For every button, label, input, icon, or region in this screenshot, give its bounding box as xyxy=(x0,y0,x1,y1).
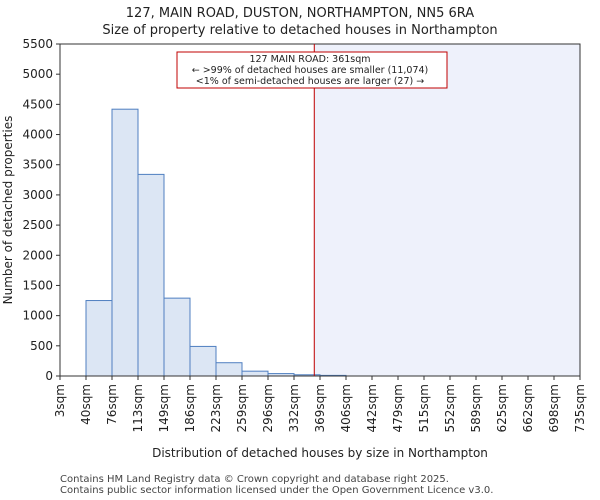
y-tick-label: 2500 xyxy=(22,218,53,232)
annotation-line: ← >99% of detached houses are smaller (1… xyxy=(192,65,429,76)
x-tick-label: 552sqm xyxy=(443,384,457,432)
y-tick-label: 4000 xyxy=(22,128,53,142)
x-tick-label: 223sqm xyxy=(209,384,223,432)
histogram-bar xyxy=(215,362,243,377)
x-tick-label: 76sqm xyxy=(105,384,119,425)
x-tick-label: 698sqm xyxy=(547,384,561,432)
x-tick-label: 662sqm xyxy=(521,384,535,432)
larger-region-shade xyxy=(314,44,580,376)
y-tick-label: 2000 xyxy=(22,248,53,262)
y-tick-label: 4500 xyxy=(22,97,53,111)
x-tick-label: 113sqm xyxy=(131,384,145,432)
x-tick-label: 149sqm xyxy=(157,384,171,432)
y-axis-label: Number of detached properties xyxy=(1,116,15,305)
histogram-bar xyxy=(137,173,165,377)
x-tick-label: 479sqm xyxy=(391,384,405,432)
x-tick-label: 3sqm xyxy=(53,384,67,417)
footer-line-1: Contains HM Land Registry data © Crown c… xyxy=(60,474,449,485)
annotation-line: <1% of semi-detached houses are larger (… xyxy=(196,76,424,87)
chart-subtitle: Size of property relative to detached ho… xyxy=(102,23,498,38)
y-tick-label: 1500 xyxy=(22,278,53,292)
y-tick-label: 3000 xyxy=(22,188,53,202)
x-tick-label: 332sqm xyxy=(287,384,301,432)
x-tick-label: 589sqm xyxy=(469,384,483,432)
chart-title: 127, MAIN ROAD, DUSTON, NORTHAMPTON, NN5… xyxy=(125,6,475,21)
y-tick-label: 3500 xyxy=(22,158,53,172)
x-tick-label: 259sqm xyxy=(235,384,249,432)
x-tick-label: 406sqm xyxy=(339,384,353,432)
x-tick-label: 625sqm xyxy=(495,384,509,432)
y-tick-label: 5500 xyxy=(22,37,53,51)
histogram-bar xyxy=(111,108,139,377)
annotation-box xyxy=(176,51,448,89)
y-tick-label: 500 xyxy=(30,339,53,353)
annotation-line: 127 MAIN ROAD: 361sqm xyxy=(249,54,370,65)
y-tick-label: 0 xyxy=(45,369,53,383)
footer-line-2: Contains public sector information licen… xyxy=(60,485,494,496)
x-tick-label: 296sqm xyxy=(261,384,275,432)
x-tick-label: 442sqm xyxy=(365,384,379,432)
y-tick-label: 5000 xyxy=(22,67,53,81)
x-tick-label: 369sqm xyxy=(313,384,327,432)
x-tick-label: 735sqm xyxy=(573,384,587,432)
y-tick-label: 1000 xyxy=(22,309,53,323)
x-tick-label: 515sqm xyxy=(417,384,431,432)
histogram-bar xyxy=(241,370,269,377)
histogram-bar xyxy=(163,297,191,377)
x-tick-label: 186sqm xyxy=(183,384,197,432)
histogram-bar xyxy=(189,345,217,377)
x-tick-label: 40sqm xyxy=(79,384,93,425)
x-axis-label: Distribution of detached houses by size … xyxy=(152,446,488,460)
histogram-bar xyxy=(85,300,113,377)
